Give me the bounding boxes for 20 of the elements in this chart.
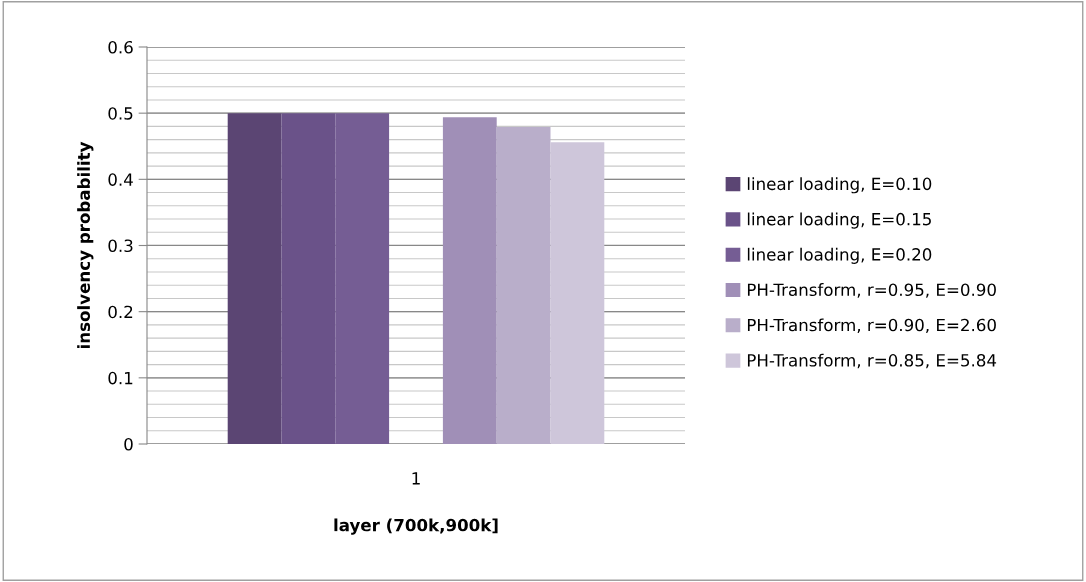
x-axis-title: layer (700k,900k] (334, 518, 498, 535)
legend-label: PH-Transform, r=0.95, E=0.90 (747, 283, 996, 298)
bar (227, 113, 282, 444)
y-axis-title: insolvency probability (77, 141, 94, 349)
y-tick-label: 0.4 (108, 173, 133, 186)
x-tick-label: 1 (412, 472, 420, 485)
bar (496, 127, 551, 444)
bar (550, 142, 605, 444)
bar (442, 117, 497, 444)
y-tick-label: 0.5 (108, 107, 133, 120)
legend-label: linear loading, E=0.15 (747, 212, 931, 229)
legend-label: linear loading, E=0.10 (747, 177, 932, 194)
legend-label: PH-Transform, r=0.90, E=2.60 (747, 318, 996, 334)
y-tick-label: 0.1 (108, 371, 133, 385)
y-tick-label: 0.6 (108, 40, 133, 54)
legend-label: linear loading, E=0.20 (747, 247, 932, 264)
y-tick-label: 0.2 (108, 305, 133, 319)
y-tick-label: 0 (124, 437, 133, 451)
legend-label: PH-Transform, r=0.85, E=5.84 (747, 353, 997, 369)
y-tick-label: 0.3 (108, 239, 133, 253)
